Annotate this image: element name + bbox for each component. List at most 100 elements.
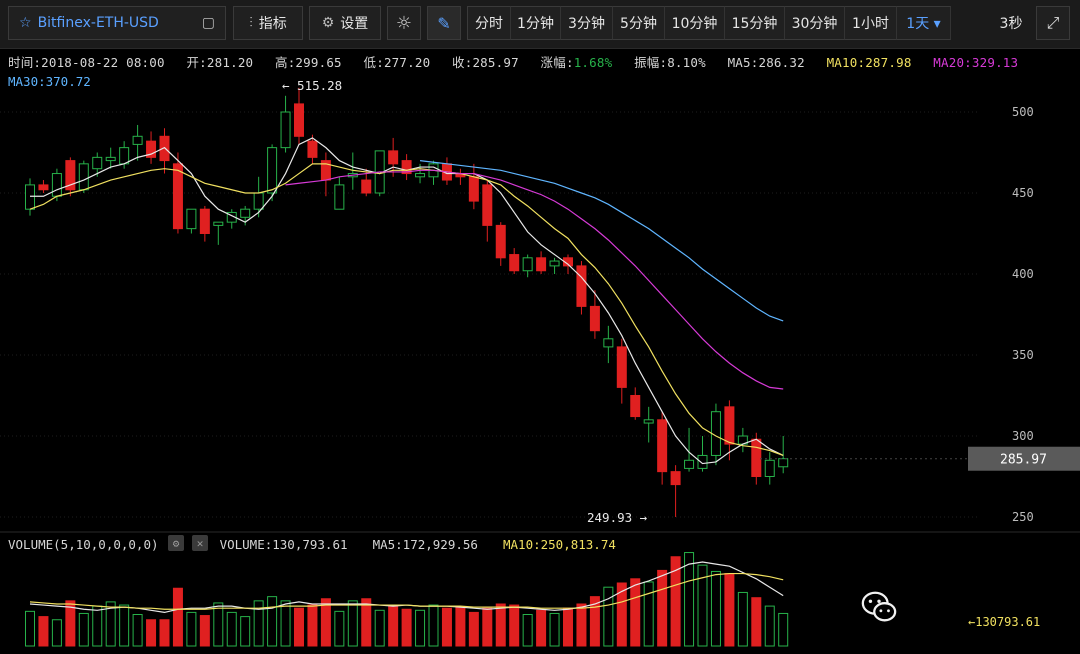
volume-indicator-label: VOLUME(5,10,0,0,0,0) bbox=[8, 537, 159, 552]
candle-body bbox=[643, 419, 654, 424]
candle-body bbox=[186, 208, 197, 230]
candle-body bbox=[78, 163, 89, 191]
theme-toggle-button[interactable]: ☼ bbox=[387, 6, 421, 40]
volume-bar bbox=[509, 604, 520, 647]
volume-bar bbox=[415, 609, 426, 647]
symbol-selector[interactable]: ☆ Bitfinex-ETH-USD ▢ bbox=[8, 6, 226, 40]
candle-body bbox=[334, 184, 345, 210]
volume-bar bbox=[657, 569, 668, 647]
candle-body bbox=[65, 160, 76, 191]
tab-timeframe-6[interactable]: 30分钟 bbox=[785, 6, 845, 40]
candle-body bbox=[119, 147, 130, 165]
volume-bar bbox=[710, 570, 721, 647]
ma20-line bbox=[285, 169, 784, 390]
candle-body bbox=[25, 184, 35, 210]
volume-bar bbox=[213, 602, 224, 647]
candle-body bbox=[657, 419, 668, 473]
info-open: 开:281.20 bbox=[186, 55, 254, 70]
candle-body bbox=[616, 346, 627, 388]
candle-body bbox=[724, 406, 735, 445]
volume-bar bbox=[280, 600, 291, 647]
candle-body bbox=[509, 254, 520, 272]
candle-body bbox=[603, 338, 614, 348]
volume-bar bbox=[522, 614, 533, 647]
ma10-line bbox=[29, 163, 784, 457]
volume-bar bbox=[724, 573, 735, 647]
toolbar: ☆ Bitfinex-ETH-USD ▢ ⫶ 指标 ⚙ 设置 ☼ ✎ 分时 1分钟… bbox=[0, 0, 1080, 49]
candle-body bbox=[267, 147, 278, 194]
volume-bar bbox=[240, 616, 251, 647]
volume-bar bbox=[441, 607, 452, 647]
y-tick-label: 450 bbox=[1012, 186, 1034, 200]
volume-bar bbox=[589, 596, 600, 647]
volume-bar bbox=[563, 607, 573, 647]
info-close: 收:285.97 bbox=[452, 55, 519, 70]
tab-timeframe-4[interactable]: 10分钟 bbox=[665, 6, 725, 40]
candle-body bbox=[549, 260, 560, 267]
wechat-watermark bbox=[860, 588, 906, 626]
tab-timeframe-7[interactable]: 1小时 bbox=[845, 6, 897, 40]
last-price-tag bbox=[968, 446, 1080, 471]
settings-button[interactable]: ⚙ 设置 bbox=[309, 6, 381, 40]
volume-bar bbox=[199, 615, 210, 647]
candle-body bbox=[684, 459, 695, 469]
candle-body bbox=[697, 454, 708, 469]
refresh-interval[interactable]: 3秒 bbox=[999, 16, 1023, 32]
info-ma20: MA20:329.13 bbox=[933, 55, 1019, 70]
volume-value: VOLUME:130,793.61 bbox=[219, 537, 348, 552]
settings-label: 设置 bbox=[340, 16, 369, 32]
tab-timeframe-0[interactable]: 分时 bbox=[467, 6, 511, 40]
volume-bar bbox=[428, 604, 439, 647]
volume-bar bbox=[38, 616, 49, 647]
candle-body bbox=[764, 459, 775, 477]
volume-bar bbox=[105, 601, 116, 647]
volume-settings-icon[interactable]: ⚙ bbox=[168, 535, 184, 551]
info-change-value: 1.68% bbox=[573, 55, 613, 70]
volume-bar bbox=[482, 607, 493, 647]
candle-body bbox=[132, 135, 143, 145]
volume-bar bbox=[737, 591, 748, 647]
ma30-line bbox=[419, 160, 784, 322]
sun-icon: ☼ bbox=[395, 12, 413, 34]
volume-bar bbox=[253, 600, 264, 647]
volume-bar bbox=[468, 611, 479, 647]
tab-timeframe-3[interactable]: 5分钟 bbox=[613, 6, 665, 40]
volume-bar bbox=[361, 598, 372, 647]
ohlc-info: 时间:2018-08-22 08:00 开:281.20 高:299.65 低:… bbox=[8, 52, 1032, 71]
draw-tool-button[interactable]: ✎ bbox=[427, 6, 461, 40]
candle-body bbox=[468, 176, 479, 202]
volume-bar bbox=[670, 556, 681, 647]
tab-timeframe-8[interactable]: 1天 ▾ bbox=[897, 6, 951, 40]
candle-body bbox=[536, 257, 547, 272]
candle-body bbox=[670, 471, 681, 486]
info-ma5: MA5:286.32 bbox=[727, 55, 805, 70]
volume-bar bbox=[159, 619, 170, 647]
y-tick-label: 300 bbox=[1012, 429, 1034, 443]
window-icon[interactable]: ▢ bbox=[201, 15, 215, 31]
gear-icon: ⚙ bbox=[321, 15, 335, 31]
fullscreen-button[interactable]: ⤢ bbox=[1036, 6, 1070, 40]
volume-bar bbox=[347, 600, 358, 647]
volume-bar bbox=[549, 612, 560, 647]
info-amplitude: 振幅:8.10% bbox=[634, 55, 706, 70]
tab-timeframe-5[interactable]: 15分钟 bbox=[725, 6, 785, 40]
volume-bar bbox=[78, 612, 89, 647]
pencil-icon: ✎ bbox=[437, 13, 451, 33]
volume-close-icon[interactable]: ✕ bbox=[192, 535, 208, 551]
candle-body bbox=[630, 395, 641, 418]
tab-timeframe-1[interactable]: 1分钟 bbox=[511, 6, 561, 40]
volume-ma5: MA5:172,929.56 bbox=[372, 537, 478, 552]
ma5-line bbox=[30, 137, 784, 465]
candle-body bbox=[482, 184, 493, 226]
volume-bar bbox=[388, 604, 399, 647]
volume-bar bbox=[603, 586, 614, 647]
volume-bar bbox=[697, 564, 708, 647]
volume-bar bbox=[92, 605, 103, 647]
indicators-button[interactable]: ⫶ 指标 bbox=[233, 6, 303, 40]
tab-timeframe-2[interactable]: 3分钟 bbox=[561, 6, 613, 40]
star-icon[interactable]: ☆ bbox=[19, 15, 32, 31]
volume-bar bbox=[320, 598, 331, 647]
volume-bar bbox=[267, 596, 278, 647]
volume-bar bbox=[307, 604, 318, 647]
